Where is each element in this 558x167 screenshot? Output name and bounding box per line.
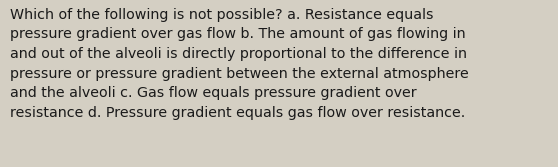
Text: Which of the following is not possible? a. Resistance equals
pressure gradient o: Which of the following is not possible? … xyxy=(10,8,469,120)
